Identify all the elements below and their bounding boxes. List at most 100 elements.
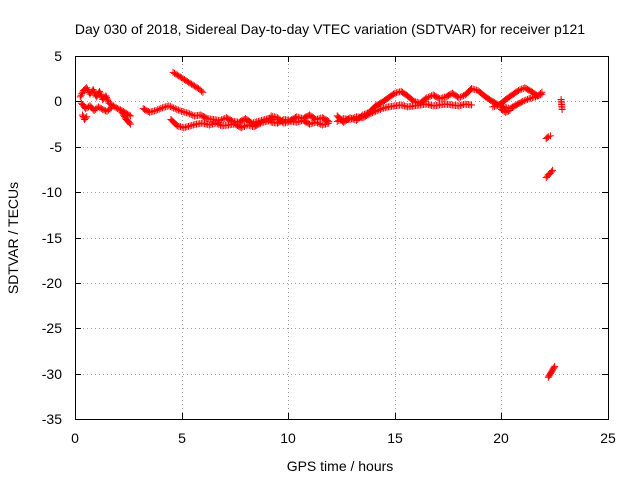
data-point [157,104,165,112]
data-point [543,134,551,142]
data-point [376,105,384,113]
data-point [548,168,556,176]
plot-area-frame [75,56,609,420]
y-tick-label: -35 [42,411,62,427]
data-point [115,105,123,113]
y-tick-label: 0 [54,93,62,109]
data-point [97,91,105,99]
data-point [456,93,464,101]
data-point [170,69,178,77]
data-point [103,95,111,103]
data-point [188,80,196,88]
data-point [186,79,194,87]
data-point [468,101,476,109]
data-point [173,71,181,79]
data-point [76,93,84,101]
data-point [503,108,511,116]
data-point [186,110,194,118]
data-point [215,121,223,129]
data-point [175,72,183,80]
data-point [178,74,186,82]
data-point [119,110,127,118]
data-point [169,68,177,76]
data-point [126,120,134,128]
data-point [102,107,110,115]
data-point [172,70,180,78]
data-point [218,116,226,124]
data-point [168,103,176,111]
data-point [171,105,179,113]
data-point [77,91,85,99]
data-point [202,114,210,122]
data-point [199,88,207,96]
data-point [255,120,263,128]
data-point [358,112,366,120]
data-point [96,89,104,97]
data-point [185,78,193,86]
data-point [314,119,322,127]
data-point [180,76,188,84]
y-tick-label: -5 [50,139,63,155]
data-point [390,90,398,98]
x-tick-label: 5 [178,430,186,446]
y-tick-label: -15 [42,230,62,246]
data-point [111,103,119,111]
data-point [538,88,546,96]
x-tick-label: 15 [387,430,403,446]
data-point [78,90,86,98]
data-point [126,112,134,120]
data-point [505,107,513,115]
data-point [96,104,104,112]
data-point [546,132,554,140]
data-point [187,111,195,119]
x-tick-label: 0 [71,430,79,446]
data-point [315,120,323,128]
data-point [120,111,128,119]
data-point [96,87,104,95]
data-point [78,111,86,119]
data-point [105,99,113,107]
data-point [176,73,184,81]
data-point [189,81,197,89]
data-point [409,96,417,104]
data-point [516,86,524,94]
data-point [455,94,463,102]
y-tick-label: 5 [54,48,62,64]
data-point [423,94,431,102]
data-point [424,93,432,101]
data-point [519,97,527,105]
data-point [325,119,333,127]
data-point [362,110,370,118]
data-point [190,82,198,90]
y-tick-label: -30 [42,366,62,382]
data-point [192,83,200,91]
data-point [497,106,505,114]
data-point [240,122,248,130]
data-point [197,87,205,95]
data-point [170,104,178,112]
data-point [550,364,558,372]
data-point [522,96,530,104]
data-point [118,108,126,116]
data-point [89,86,97,94]
data-point [359,111,367,119]
x-tick-label: 20 [493,430,509,446]
data-point [166,103,174,111]
x-tick-label: 10 [280,430,296,446]
data-point [174,106,182,114]
data-point [173,105,181,113]
data-point [513,87,521,95]
data-point [422,95,430,103]
data-point [551,362,559,370]
data-point [103,93,111,101]
data-point [106,105,114,113]
data-point [517,98,525,106]
data-point [83,84,91,92]
grid [75,56,608,419]
data-point [348,114,356,122]
data-point [375,106,383,114]
data-point [182,77,190,85]
y-axis-label: SDTVAR / TECUs [5,182,21,294]
data-point [239,123,247,131]
data-point [120,113,128,121]
